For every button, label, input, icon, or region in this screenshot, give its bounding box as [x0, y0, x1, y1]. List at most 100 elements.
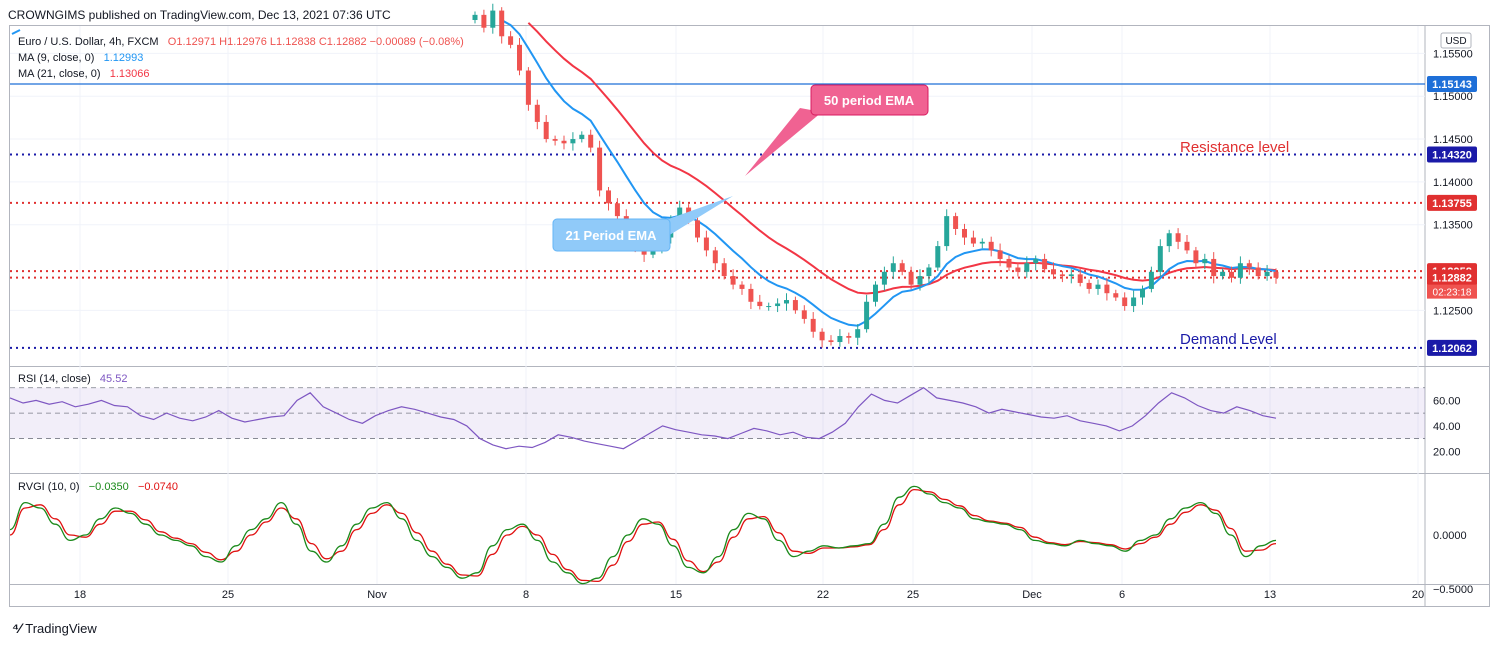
level-price-tag: [1427, 339, 1477, 356]
rsi-value: 45.52: [99, 373, 128, 385]
candle-body: [962, 228, 967, 238]
candle-body: [979, 241, 985, 244]
candle-body: [1059, 274, 1065, 277]
rsi-tick-label: 20.00: [1433, 446, 1461, 458]
rsi-pane: 60.00 40.00 20.00: [9, 386, 1461, 458]
currency-label: USD: [1445, 36, 1466, 47]
x-tick-label: 25: [222, 589, 234, 601]
candle-body: [730, 276, 736, 285]
currency-badge: [1440, 32, 1472, 49]
candle-body: [614, 203, 620, 217]
candle-body: [1246, 263, 1252, 268]
candle-body: [650, 248, 656, 255]
candle-body: [1068, 274, 1074, 277]
candle-body: [1033, 258, 1039, 264]
candle-body: [784, 300, 789, 304]
rsi-line: [9, 386, 1277, 450]
x-tick-label: 15: [670, 589, 682, 601]
grid: [9, 25, 1490, 607]
candle-body: [1184, 241, 1190, 251]
price-tick-label: 1.14000: [1433, 177, 1473, 189]
candle-body: [1140, 288, 1145, 298]
candle-body: [1157, 246, 1163, 272]
candle-body: [721, 263, 727, 277]
candle-body: [677, 207, 683, 221]
rvgi-label: RVGI (10, 0): [18, 481, 80, 493]
candle-body: [810, 318, 816, 332]
annotations: 50 period EMA 21 Period EMA Resistance lev…: [552, 84, 1289, 348]
ma21-value: 1.13066: [109, 68, 150, 80]
x-tick-label: 18: [74, 589, 86, 601]
candle-body: [534, 104, 540, 122]
rsi-label: RSI (14, close): [18, 373, 91, 385]
candle-body: [792, 300, 798, 311]
tradingview-footer[interactable]: ⁴⁄ TradingView: [12, 620, 97, 636]
candle-body: [1264, 271, 1270, 277]
ma9-value: 1.12993: [103, 52, 144, 64]
countdown-tag: [1427, 284, 1477, 299]
candle-body: [935, 246, 941, 268]
candle-body: [757, 301, 763, 307]
rsi-tick-label: 40.00: [1433, 421, 1461, 433]
candle-body: [1211, 258, 1217, 277]
candle-body: [1042, 258, 1048, 270]
candle-body: [988, 241, 994, 251]
ema50-callout-label: 50 period EMA: [824, 93, 915, 108]
candle-body: [525, 70, 531, 105]
candle-body: [1148, 271, 1154, 289]
candle-body: [899, 263, 905, 272]
published-header: CROWNGIMS published on TradingView.com, …: [8, 8, 391, 22]
time-axis: 18 25 Nov 8 15 22 25 Dec 6 13 20: [74, 589, 1424, 601]
candle-body: [1273, 271, 1279, 278]
candle-body: [1113, 293, 1119, 298]
candle-body: [970, 237, 976, 244]
candle-body: [881, 271, 887, 285]
candle-body: [953, 216, 959, 229]
symbol-legend: Euro / U.S. Dollar, 4h, FXCM O1.12971 H1…: [18, 36, 464, 48]
candle-body: [1193, 250, 1199, 264]
resistance-label: Resistance level: [1180, 139, 1289, 156]
price-tick-label: 1.13500: [1433, 220, 1473, 232]
candle-body: [917, 276, 923, 285]
candle-body: [1015, 267, 1021, 272]
level-price-tag: [1427, 146, 1477, 163]
candle-body: [748, 288, 754, 302]
level-price-label: 1.15143: [1432, 79, 1472, 91]
rvgi-legend: RVGI (10, 0) −0.0350 −0.0740: [18, 481, 178, 493]
candle-body: [846, 336, 852, 338]
ema50-callout-box: [810, 84, 929, 116]
candle-body: [1104, 284, 1110, 294]
ema-fast-line: [501, 19, 1277, 327]
ma21-label: MA (21, close, 0): [18, 68, 101, 80]
x-tick-label: Nov: [367, 589, 387, 601]
candle-body: [1024, 263, 1030, 272]
candle-body: [1237, 263, 1243, 278]
x-tick-label: 8: [523, 589, 529, 601]
rvgi-pane: 0.0000 −0.5000: [9, 485, 1473, 596]
candle-body: [579, 134, 585, 140]
candle-body: [481, 14, 487, 28]
rsi-tick-label: 60.00: [1433, 395, 1461, 407]
tradingview-logo-icon: ⁴⁄: [12, 620, 22, 636]
candle-body: [1175, 233, 1181, 242]
candle-body: [1086, 282, 1092, 289]
price-tick-label: 1.14500: [1433, 134, 1473, 146]
candle-body: [855, 329, 861, 338]
rvgi-tick-label: 0.0000: [1433, 530, 1467, 542]
candle-body: [766, 306, 772, 308]
rvgi-tick-label: −0.5000: [1433, 584, 1473, 596]
price-levels: [10, 83, 1425, 349]
ema21-callout-pointer: [660, 196, 733, 236]
level-price-tag: [1427, 269, 1477, 286]
x-tick-label: Dec: [1022, 589, 1042, 601]
candle-body: [561, 140, 567, 144]
countdown-label: 02:23:18: [1433, 288, 1472, 299]
candle-body: [1131, 297, 1137, 307]
level-price-tag: [1427, 75, 1477, 92]
x-tick-label: 22: [817, 589, 829, 601]
ema50-callout-pointer: [745, 108, 822, 176]
ma9-label: MA (9, close, 0): [18, 52, 95, 64]
candle-body: [552, 139, 558, 141]
ema-fast-stub: [11, 29, 21, 35]
